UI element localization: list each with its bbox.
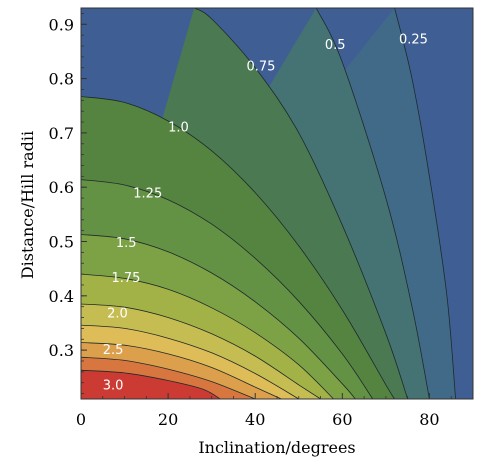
y-tick-label: 0.7	[49, 124, 74, 143]
contour-line	[81, 369, 221, 399]
contour-band	[81, 8, 256, 399]
contour-label: 1.25	[133, 187, 162, 202]
contour-line	[81, 179, 374, 399]
contour-line	[81, 303, 321, 399]
y-tick-label: 0.9	[49, 15, 74, 34]
y-axis: 0.3 0.4 0.5 0.6 0.7 0.8 0.9	[49, 13, 87, 394]
contour-label: 1.0	[168, 120, 189, 135]
x-tick-label: 0	[76, 410, 86, 429]
contour-line	[394, 8, 456, 399]
contour-labels: 3.0 2.5 2.0 1.75 1.5 1.25 1.0 0.75 0.5 0.25	[103, 32, 428, 393]
x-tick-label: 40	[245, 410, 265, 429]
contour-line	[81, 96, 395, 399]
contour-label: 1.75	[111, 271, 140, 286]
x-tick-label: 20	[158, 410, 178, 429]
contour-label: 0.5	[325, 38, 346, 53]
x-axis: 0 20 40 60 80	[76, 393, 474, 429]
y-axis-label: Distance/Hill radii	[18, 131, 37, 279]
contour-line	[81, 324, 300, 399]
contour-label: 1.5	[116, 236, 137, 251]
y-tick-label: 0.6	[49, 178, 74, 197]
contour-label: 2.5	[103, 343, 124, 358]
contour-line	[81, 356, 256, 399]
contour-band	[81, 8, 334, 399]
contour-line	[193, 8, 409, 399]
contour-label: 3.0	[103, 378, 124, 393]
y-tick-label: 0.4	[49, 287, 74, 306]
y-tick-label: 0.3	[49, 341, 74, 360]
contour-label: 2.0	[107, 307, 128, 322]
contour-label: 0.25	[399, 32, 428, 47]
contour-line	[315, 8, 430, 399]
x-tick-label: 80	[419, 410, 439, 429]
contour-line	[81, 234, 356, 399]
x-axis-label: Inclination/degrees	[198, 438, 355, 457]
contour-label: 0.75	[247, 60, 276, 75]
contour-lines	[81, 8, 456, 399]
x-tick-label: 60	[332, 410, 352, 429]
y-tick-label: 0.5	[49, 233, 74, 252]
y-tick-label: 0.8	[49, 70, 74, 89]
contour-bands	[81, 8, 473, 399]
contour-line	[81, 342, 282, 399]
contour-line	[81, 273, 334, 399]
